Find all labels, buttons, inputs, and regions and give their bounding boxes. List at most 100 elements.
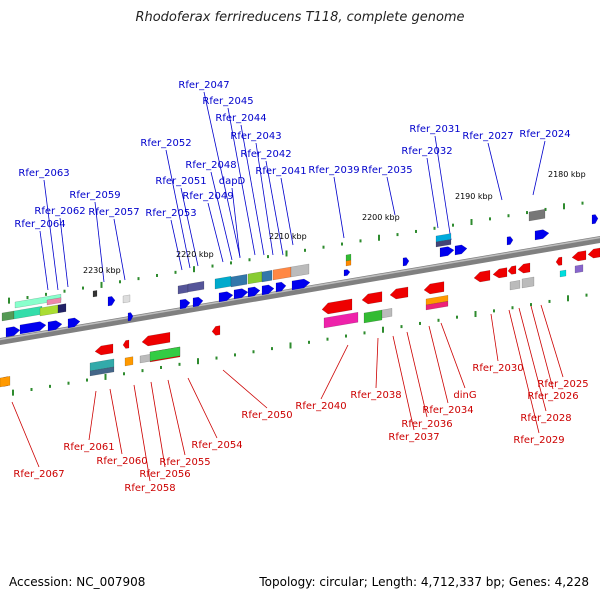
tick-mark	[581, 201, 584, 205]
forward-leader-line	[265, 160, 284, 256]
reverse-leader-line	[518, 307, 547, 412]
forward-leader-line	[210, 171, 233, 261]
tick-mark	[267, 255, 269, 259]
forward-gene-arrow	[591, 214, 599, 225]
feature-box	[509, 280, 521, 291]
feature-box	[559, 269, 567, 278]
feature-box	[290, 263, 310, 278]
genome-backbone	[0, 236, 600, 345]
feature-box	[272, 266, 292, 281]
tick-mark	[160, 365, 162, 369]
feature-box	[122, 294, 131, 304]
map-title: Rhodoferax ferrireducens T118, complete …	[135, 10, 465, 25]
reverse-gene-label: Rfer_2037	[388, 432, 439, 443]
tick-mark	[86, 378, 88, 382]
forward-leader-lines	[39, 91, 546, 291]
forward-gene-arrow	[534, 229, 550, 241]
reverse-gene-arrow	[141, 331, 171, 347]
reverse-gene-label: Rfer_2029	[513, 435, 564, 446]
tick-mark	[585, 293, 588, 297]
forward-leader-line	[59, 217, 69, 288]
feature-box	[435, 239, 452, 248]
forward-gene-label: Rfer_2049	[182, 191, 233, 202]
forward-gene-label: Rfer_2048	[185, 160, 236, 171]
tick-mark	[100, 281, 103, 288]
tick-mark	[63, 289, 66, 293]
tick-mark	[141, 369, 144, 373]
reverse-gene-label: dinG	[453, 390, 476, 401]
feature-box	[46, 297, 62, 306]
feature-box	[323, 311, 359, 329]
tick-mark	[271, 347, 273, 351]
feature-box	[1, 310, 15, 322]
reverse-gene-label: Rfer_2034	[422, 405, 473, 416]
forward-gene-label: Rfer_2032	[401, 146, 452, 157]
reverse-gene-label: Rfer_2028	[520, 413, 571, 424]
forward-gene-label: Rfer_2024	[519, 129, 570, 140]
tick-mark	[474, 311, 477, 318]
tick-mark	[489, 217, 491, 221]
tick-mark	[341, 242, 343, 246]
forward-gene-label: Rfer_2031	[409, 124, 460, 135]
tick-mark	[248, 258, 251, 262]
reverse-leader-line	[187, 377, 218, 439]
reverse-gene-label: Rfer_2040	[295, 401, 346, 412]
forward-gene-label: Rfer_2027	[462, 131, 513, 142]
tick-mark	[174, 270, 177, 274]
feature-box	[381, 308, 393, 319]
reverse-gene-arrow	[492, 267, 508, 279]
tick-mark	[437, 318, 440, 322]
tick-mark	[378, 234, 380, 241]
forward-gene-label: Rfer_2043	[230, 131, 281, 142]
feature-box	[177, 284, 189, 295]
reverse-leader-line	[222, 369, 268, 409]
feature-box	[0, 376, 11, 388]
forward-leader-line	[43, 179, 59, 291]
forward-leader-line	[180, 187, 199, 267]
forward-gene-arrow	[19, 321, 47, 335]
scale-label-2220: 2220 kbp	[176, 250, 214, 259]
tick-mark	[285, 250, 288, 257]
forward-leader-line	[94, 201, 105, 283]
tick-mark	[304, 248, 306, 252]
forward-gene-label: Rfer_2045	[202, 96, 253, 107]
forward-gene-arrow	[179, 298, 191, 310]
reverse-gene-label: Rfer_2036	[401, 419, 452, 430]
tick-mark	[12, 389, 14, 396]
forward-leader-line	[170, 219, 183, 271]
reverse-leader-line	[440, 322, 466, 389]
tick-mark	[67, 381, 70, 385]
tick-mark	[123, 372, 125, 376]
feature-box	[261, 270, 273, 283]
reverse-leader-line	[320, 344, 349, 400]
tick-mark	[345, 334, 347, 338]
tick-mark	[544, 207, 547, 211]
forward-gene-label: Rfer_2051	[155, 176, 206, 187]
forward-gene-label: Rfer_2044	[215, 113, 266, 124]
scale-labels: 2180 kbp 2190 kbp 2200 kbp 2210 kbp 2220…	[83, 170, 586, 275]
forward-gene-label: Rfer_2041	[255, 166, 306, 177]
tick-mark	[45, 292, 47, 296]
reverse-leader-line	[150, 381, 166, 468]
forward-leader-line	[280, 177, 294, 246]
reverse-gene-label: Rfer_2058	[124, 483, 175, 494]
reverse-gene-arrow	[423, 281, 445, 295]
reverse-leader-line	[508, 309, 540, 434]
feature-box	[139, 353, 153, 364]
feature-box	[230, 273, 248, 288]
forward-leader-line	[255, 142, 274, 256]
forward-leader-line	[386, 176, 396, 216]
forward-leader-line	[203, 91, 241, 258]
tick-mark	[26, 295, 29, 299]
reverse-leader-line	[11, 401, 40, 468]
tick-mark	[104, 373, 107, 380]
reverse-gene-arrow	[571, 250, 587, 262]
reverse-leader-line	[406, 331, 428, 418]
forward-gene-arrow	[67, 317, 81, 329]
forward-leader-line	[240, 124, 265, 256]
forward-gene-arrow	[454, 244, 468, 256]
feature-box	[149, 346, 181, 362]
tick-mark	[252, 350, 255, 354]
tick-mark	[137, 277, 140, 281]
